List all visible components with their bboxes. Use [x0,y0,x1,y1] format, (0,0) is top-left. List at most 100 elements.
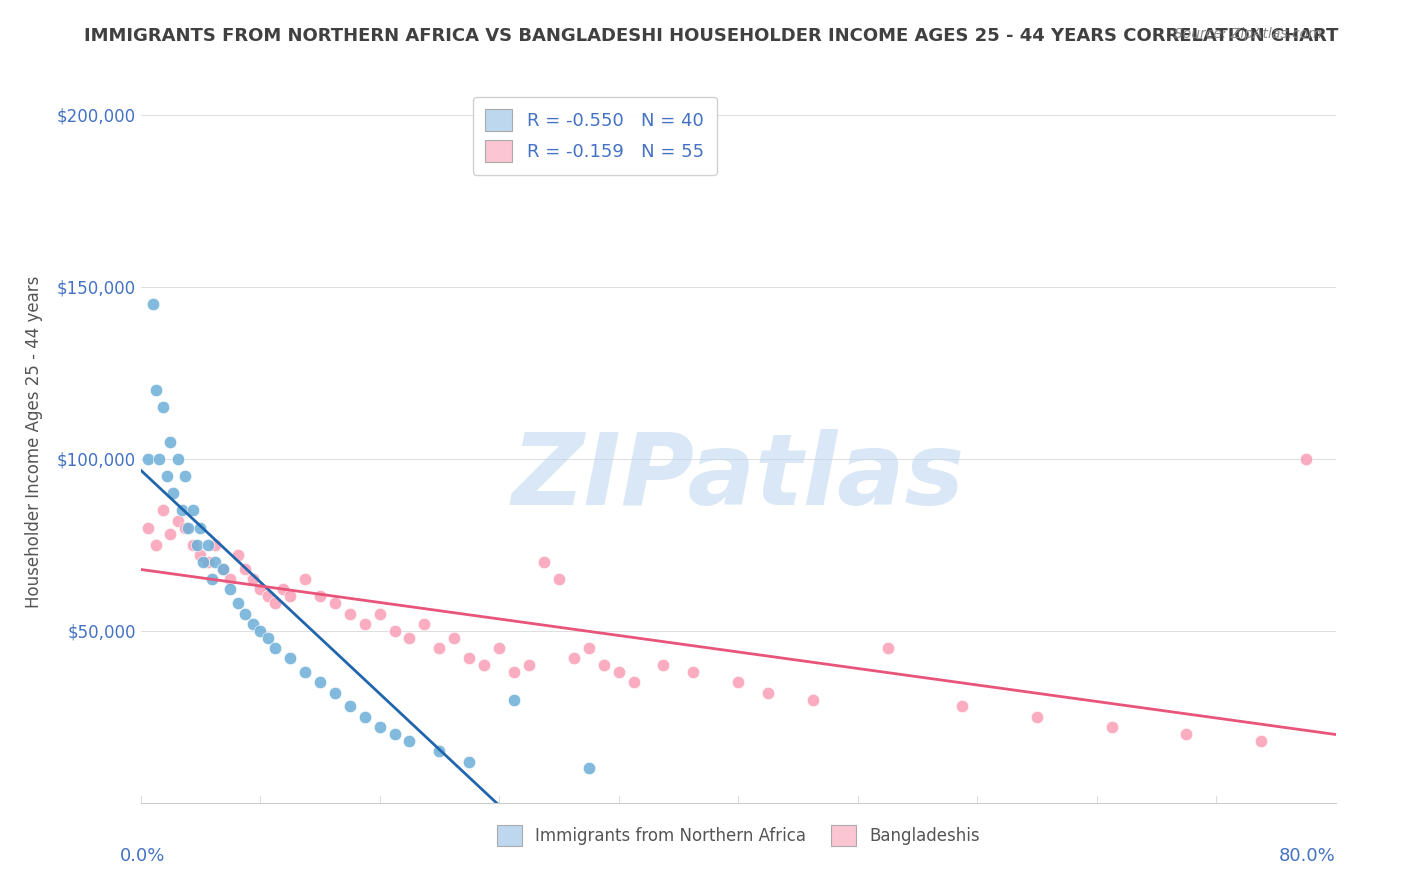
Point [578,640,600,655]
Point [950,699,973,714]
Point [219,572,242,586]
Point [443,631,465,645]
Point [141,297,163,311]
Point [226,596,249,610]
Point [368,607,391,621]
Point [562,651,585,665]
Point [517,658,540,673]
Point [264,596,287,610]
Point [323,686,346,700]
Point [174,520,197,534]
Point [1295,451,1317,466]
Point [727,675,749,690]
Text: 80.0%: 80.0% [1279,847,1336,864]
Point [1250,734,1272,748]
Point [413,616,436,631]
Point [242,616,264,631]
Point [652,658,675,673]
Point [174,469,197,483]
Point [427,640,450,655]
Point [264,640,287,655]
Point [1175,727,1198,741]
Point [353,616,375,631]
Point [159,527,181,541]
Point [294,665,316,679]
Point [368,720,391,734]
Point [233,562,256,576]
Point [145,383,167,397]
Point [211,562,233,576]
Point [339,607,361,621]
Point [188,548,212,562]
Point [294,572,316,586]
Point [309,590,332,604]
Point [801,692,824,706]
Point [249,624,271,638]
Point [548,572,571,586]
Point [186,538,208,552]
Point [472,658,495,673]
Point [271,582,294,597]
Point [145,538,167,552]
Point [211,562,233,576]
Point [533,555,555,569]
Point [578,761,600,775]
Text: ZIPatlas: ZIPatlas [512,429,965,526]
Point [136,520,159,534]
Point [204,555,226,569]
Point [152,400,174,414]
Point [256,631,278,645]
Point [309,675,332,690]
Point [219,582,242,597]
Point [193,555,215,569]
Point [339,699,361,714]
Point [188,520,212,534]
Point [876,640,898,655]
Point [162,486,184,500]
Point [197,538,219,552]
Point [592,658,614,673]
Y-axis label: Householder Income Ages 25 - 44 years: Householder Income Ages 25 - 44 years [25,276,42,607]
Point [159,434,181,449]
Point [167,451,190,466]
Point [156,469,179,483]
Point [278,590,301,604]
Point [1026,710,1049,724]
Point [623,675,645,690]
Point [488,640,510,655]
Point [172,503,194,517]
Point [756,686,779,700]
Point [152,503,174,517]
Text: Source: ZipAtlas.com: Source: ZipAtlas.com [1174,27,1322,41]
Point [177,520,200,534]
Point [384,624,406,638]
Point [458,651,481,665]
Point [278,651,301,665]
Text: IMMIGRANTS FROM NORTHERN AFRICA VS BANGLADESHI HOUSEHOLDER INCOME AGES 25 - 44 Y: IMMIGRANTS FROM NORTHERN AFRICA VS BANGL… [84,27,1339,45]
Point [242,572,264,586]
Point [607,665,630,679]
Point [398,734,420,748]
Legend: Immigrants from Northern Africa, Bangladeshis: Immigrants from Northern Africa, Banglad… [489,819,987,852]
Point [682,665,704,679]
Point [503,692,526,706]
Point [398,631,420,645]
Point [201,572,224,586]
Point [503,665,526,679]
Point [249,582,271,597]
Point [181,503,204,517]
Point [1101,720,1123,734]
Point [148,451,170,466]
Point [167,514,190,528]
Point [226,548,249,562]
Point [197,555,219,569]
Point [427,744,450,758]
Point [323,596,346,610]
Point [181,538,204,552]
Point [384,727,406,741]
Point [204,538,226,552]
Point [353,710,375,724]
Text: 0.0%: 0.0% [120,847,165,864]
Point [136,451,159,466]
Point [458,755,481,769]
